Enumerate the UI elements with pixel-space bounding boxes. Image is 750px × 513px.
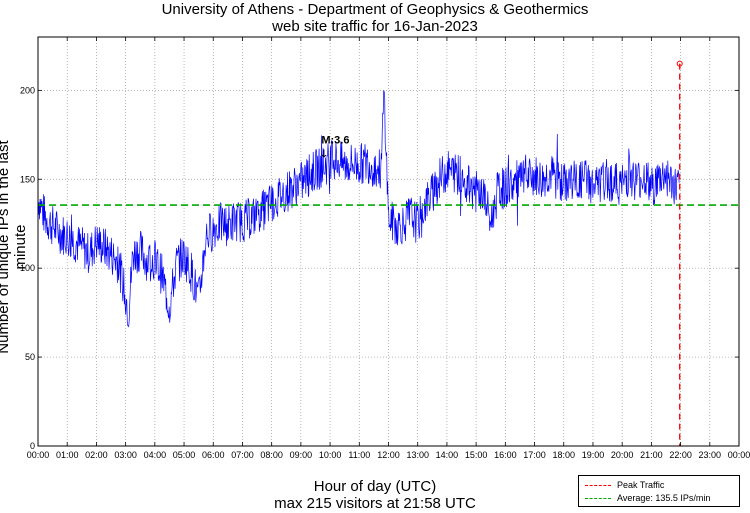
x-tick-label: 01:00 <box>56 450 79 460</box>
x-tick-label: 17:00 <box>523 450 546 460</box>
legend-label-peak: Peak Traffic <box>617 480 664 490</box>
x-tick-label: 23:00 <box>699 450 722 460</box>
series-line <box>38 91 679 327</box>
x-tick-label: 11:00 <box>348 450 370 460</box>
x-tick-label: 07:00 <box>231 450 254 460</box>
x-tick-label: 21:00 <box>640 450 663 460</box>
x-tick-label: 16:00 <box>494 450 517 460</box>
y-axis-label: Number of unique IPs in the last minute <box>0 117 29 377</box>
x-tick-label: 13:00 <box>406 450 429 460</box>
series-layer <box>38 90 679 326</box>
legend-swatch-average <box>585 498 611 499</box>
x-tick-label: 06:00 <box>202 450 225 460</box>
x-tick-label: 05:00 <box>173 450 196 460</box>
legend-swatch-peak <box>585 485 611 486</box>
x-tick-label: 20:00 <box>611 450 634 460</box>
x-tick-label: 15:00 <box>465 450 488 460</box>
y-tick-label: 200 <box>20 85 35 95</box>
legend: Peak Traffic Average: 135.5 IPs/min <box>578 475 740 507</box>
annotation-arrow: ↓ <box>319 148 328 161</box>
x-tick-label: 10:00 <box>319 450 342 460</box>
x-tick-label: 03:00 <box>114 450 137 460</box>
x-tick-label: 12:00 <box>377 450 400 460</box>
x-tick-label: 08:00 <box>260 450 283 460</box>
annotation-label: M:3.6 <box>321 135 349 147</box>
x-tick-label: 04:00 <box>144 450 167 460</box>
legend-label-average: Average: 135.5 IPs/min <box>617 493 710 503</box>
x-tick-label: 22:00 <box>669 450 692 460</box>
x-tick-label: 14:00 <box>436 450 459 460</box>
x-tick-label: 00:00 <box>728 450 750 460</box>
y-tick-label: 0 <box>30 441 35 451</box>
x-tick-label: 09:00 <box>290 450 313 460</box>
legend-item-peak: Peak Traffic <box>585 479 664 491</box>
x-tick-label: 18:00 <box>552 450 575 460</box>
x-tick-label: 19:00 <box>582 450 605 460</box>
x-tick-label: 02:00 <box>85 450 108 460</box>
x-tick-label: 00:00 <box>27 450 50 460</box>
grid <box>38 37 739 446</box>
legend-item-average: Average: 135.5 IPs/min <box>585 492 710 504</box>
